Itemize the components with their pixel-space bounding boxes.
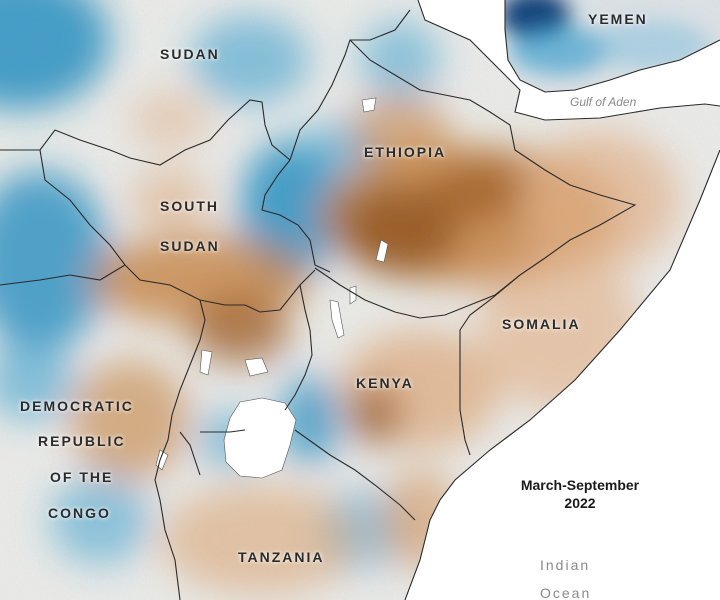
period-line1: March-September [520,477,640,493]
label-south-sudan-line1: SOUTH [160,198,219,214]
label-drc-line4: CONGO [48,505,111,521]
label-drc-line1: DEMOCRATIC [20,398,134,414]
label-ethiopia: ETHIOPIA [364,144,447,160]
label-yemen: YEMEN [588,11,648,27]
coastline [404,0,720,600]
label-indian-ocean-line2: Ocean [540,585,592,600]
label-south-sudan-line2: SUDAN [160,238,220,254]
yemen-coastline [504,0,720,93]
label-kenya: KENYA [356,375,414,391]
country-borders [0,9,637,600]
label-gulf-of-aden: Gulf of Aden [570,95,637,109]
label-drc-line3: OF THE [50,469,114,485]
period-line2: 2022 [564,495,596,511]
label-indian-ocean-line1: Indian [540,557,591,573]
label-sudan: SUDAN [160,46,220,62]
label-somalia: SOMALIA [502,316,581,332]
label-drc-line2: REPUBLIC [38,433,126,449]
label-tanzania: TANZANIA [238,549,325,565]
period-caption: March-September 2022 [506,476,654,512]
